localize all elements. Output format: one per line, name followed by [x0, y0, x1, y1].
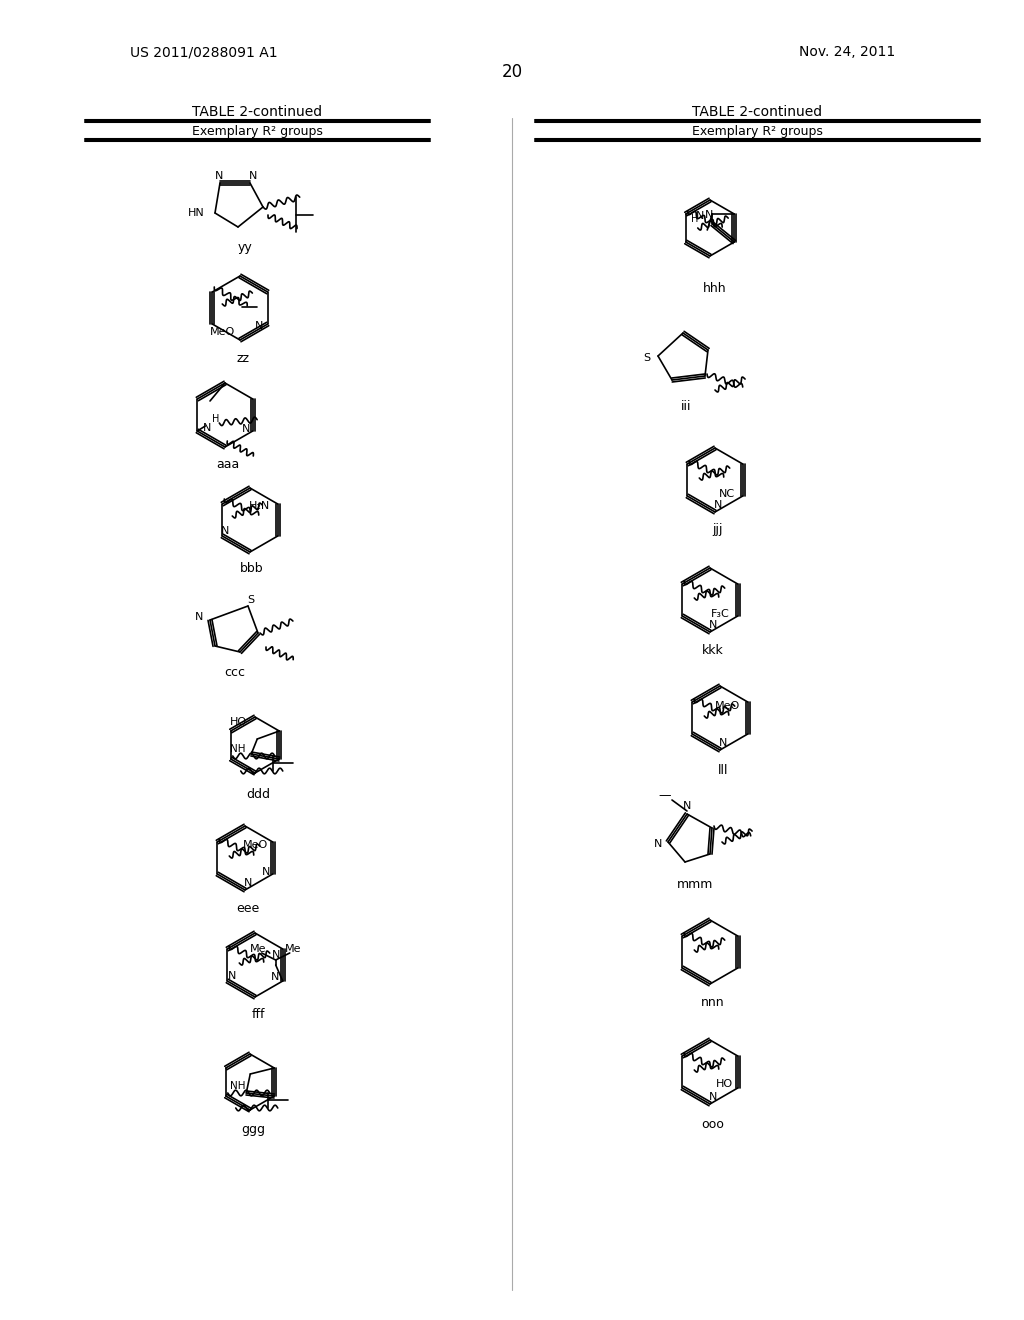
Text: H: H	[212, 414, 219, 424]
Text: HO: HO	[229, 717, 247, 727]
Text: N: N	[243, 424, 251, 434]
Text: —: —	[658, 789, 672, 803]
Text: H₂N: H₂N	[249, 502, 269, 511]
Text: N: N	[262, 867, 270, 876]
Text: N: N	[215, 172, 223, 181]
Text: N: N	[714, 500, 722, 510]
Text: N: N	[203, 422, 212, 433]
Text: Nov. 24, 2011: Nov. 24, 2011	[799, 45, 895, 59]
Text: Me: Me	[250, 944, 266, 954]
Text: lll: lll	[718, 763, 728, 776]
Text: Exemplary R² groups: Exemplary R² groups	[691, 124, 822, 137]
Text: HO: HO	[716, 1078, 733, 1089]
Text: MeO: MeO	[243, 840, 267, 850]
Text: hhh: hhh	[703, 281, 727, 294]
Text: ooo: ooo	[701, 1118, 724, 1130]
Text: MeO: MeO	[715, 701, 739, 711]
Text: jjj: jjj	[713, 524, 723, 536]
Text: N: N	[249, 172, 257, 181]
Text: N: N	[683, 801, 691, 810]
Text: MeO: MeO	[210, 327, 234, 337]
Text: Me: Me	[285, 944, 301, 954]
Text: NH: NH	[229, 744, 246, 754]
Text: kkk: kkk	[702, 644, 724, 656]
Text: TABLE 2-continued: TABLE 2-continued	[191, 106, 323, 119]
Text: eee: eee	[237, 902, 260, 915]
Text: mmm: mmm	[677, 879, 713, 891]
Text: N: N	[221, 525, 229, 536]
Text: fff: fff	[251, 1008, 265, 1022]
Text: N: N	[709, 620, 717, 630]
Text: N: N	[696, 211, 705, 220]
Text: aaa: aaa	[216, 458, 240, 471]
Text: Exemplary R² groups: Exemplary R² groups	[191, 124, 323, 137]
Text: H: H	[691, 214, 698, 224]
Text: N: N	[255, 321, 264, 331]
Text: N: N	[653, 840, 662, 849]
Text: S: S	[643, 352, 650, 363]
Text: N: N	[719, 738, 727, 748]
Text: yy: yy	[238, 240, 252, 253]
Text: N: N	[709, 1092, 717, 1102]
Text: ddd: ddd	[246, 788, 270, 801]
Text: iii: iii	[681, 400, 691, 412]
Text: N: N	[195, 612, 203, 622]
Text: HN: HN	[188, 209, 205, 218]
Text: bbb: bbb	[241, 561, 264, 574]
Text: NC: NC	[719, 488, 734, 499]
Text: F₃C: F₃C	[711, 609, 730, 619]
Text: S: S	[248, 595, 255, 605]
Text: N: N	[706, 210, 714, 220]
Text: NH: NH	[230, 1081, 246, 1092]
Text: N: N	[244, 878, 252, 888]
Text: 20: 20	[502, 63, 522, 81]
Text: N: N	[271, 972, 280, 982]
Text: US 2011/0288091 A1: US 2011/0288091 A1	[130, 45, 278, 59]
Text: N: N	[271, 950, 280, 960]
Text: zz: zz	[237, 351, 250, 364]
Text: N: N	[228, 972, 237, 981]
Text: ccc: ccc	[224, 667, 246, 680]
Text: ggg: ggg	[241, 1123, 265, 1137]
Text: nnn: nnn	[701, 995, 725, 1008]
Text: TABLE 2-continued: TABLE 2-continued	[692, 106, 822, 119]
